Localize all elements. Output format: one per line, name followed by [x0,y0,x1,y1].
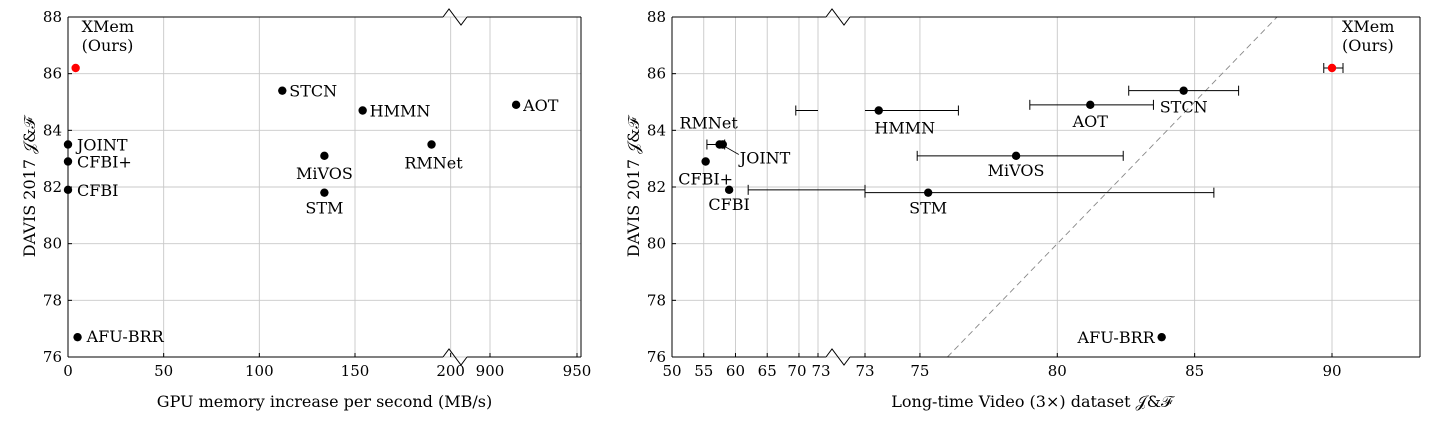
y-tick-label: 76 [43,348,62,366]
point-stcn [278,86,287,95]
y-tick-label: 78 [647,291,666,309]
x-tick-label: 73 [855,362,874,380]
x-tick-label: 85 [1185,362,1204,380]
point-label-stcn: STCN [1160,98,1208,117]
leader-line-joint [724,146,739,155]
point-label-hmmn: HMMN [874,119,935,138]
x-axis-label: GPU memory increase per second (MB/s) [157,392,492,411]
point-hmmn [874,106,883,115]
point-label-mivos: MiVOS [988,161,1045,180]
x-tick-label: 55 [694,362,713,380]
y-tick-label: 86 [647,65,666,83]
y-tick-label: 82 [43,178,62,196]
point-cfbi [701,157,710,166]
point-label-xmem-ours: XMem [1342,17,1394,36]
point-afu-brr [1157,332,1166,342]
point-cfbi [63,157,73,166]
point-label-cfbi: CFBI [77,181,118,200]
point-hmmn [358,106,367,115]
point-label-cfbi: CFBI [708,195,749,214]
point-label-afu-brr: AFU-BRR [86,327,165,346]
x-tick-label: 50 [662,362,681,380]
point-stm [923,188,933,197]
point-mivos [320,151,329,161]
point-label-aot: AOT [1072,112,1109,131]
x-tick-label: 150 [341,362,370,380]
x-axis-label: Long-time Video (3×) dataset 𝒥&ℱ [891,392,1175,411]
point-xmem-ours [1327,63,1337,73]
x-tick-label: 90 [1322,362,1341,380]
point-label-rmnet: RMNet [679,114,738,133]
y-tick-label: 84 [43,121,62,139]
point-stcn [1179,86,1188,95]
point-aot [511,100,521,110]
point-xmem-ours [71,63,80,73]
diagonal-reference-line [947,16,1278,358]
chart-left-gpu-memory: 0 50 100 150 200 900 950 76 78 80 82 84 86 88 GPU memo… [20,8,591,411]
point-label-cfbi: CFBI+ [678,170,733,189]
y-tick-label: 82 [647,178,666,196]
point-cfbi [724,185,734,195]
y-tick-label: 88 [647,8,666,26]
y-tick-label: 88 [43,8,62,26]
point-label-rmnet: RMNet [404,154,463,173]
x-tick-label: 950 [563,362,592,380]
point-joint [63,140,73,149]
x-tick-label: 200 [436,362,465,380]
x-tick-label: 70 [787,362,806,380]
point-label-cfbi: CFBI+ [77,153,132,172]
point-label-hmmn: HMMN [370,102,431,121]
y-tick-label: 86 [43,65,62,83]
point-cfbi [63,185,73,195]
x-tick-label: 50 [154,362,173,380]
point-label-stcn: STCN [289,82,337,101]
y-tick-label: 84 [647,121,666,139]
y-tick-label: 80 [43,235,62,253]
axis-break-top [825,8,851,26]
point-label-xmem-ours: XMem [82,17,134,36]
axis-break-bottom [825,348,851,366]
y-axis-label: DAVIS 2017 𝒥&ℱ [20,115,39,258]
x-tick-label: 80 [1048,362,1067,380]
y-axis-label: DAVIS 2017 𝒥&ℱ [624,115,643,258]
y-tick-label: 76 [647,348,666,366]
point-label-stm: STM [305,199,343,218]
x-tick-label: 65 [758,362,777,380]
point-mivos [1011,151,1021,161]
point-label-mivos: MiVOS [296,164,353,183]
point-label-xmem-ours: (Ours) [1342,36,1394,55]
x-tick-label: 900 [476,362,505,380]
point-afu-brr [73,332,82,342]
point-label-stm: STM [909,199,947,218]
point-label-joint: JOINT [738,149,791,168]
x-tick-label: 73 [811,362,830,380]
point-stm [320,188,329,197]
point-aot [1086,100,1095,110]
x-tick-label: 60 [726,362,745,380]
point-label-joint: JOINT [75,136,128,155]
point-label-xmem-ours: (Ours) [82,36,134,55]
axis-break-bottom [442,348,468,366]
x-tick-label: 75 [910,362,929,380]
point-rmnet [427,140,436,149]
x-tick-label: 0 [63,362,73,380]
axis-break-top [442,8,468,26]
point-label-aot: AOT [522,96,559,115]
y-tick-label: 80 [647,235,666,253]
x-tick-label: 100 [245,362,274,380]
chart-right-long-time-video: 50 55 60 65 70 73 73 75 80 85 90 76 78 80 82 84 86 88 Long… [624,8,1421,411]
point-label-afu-brr: AFU-BRR [1077,328,1156,347]
y-tick-label: 78 [43,291,62,309]
